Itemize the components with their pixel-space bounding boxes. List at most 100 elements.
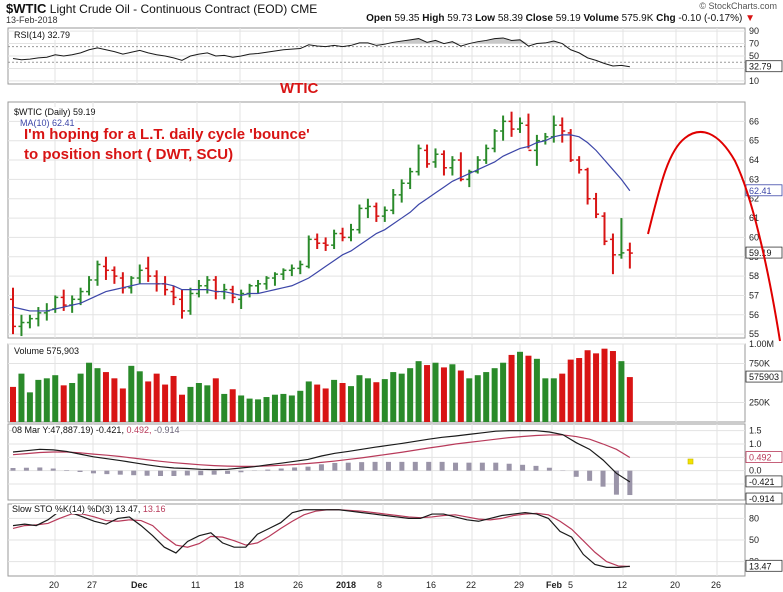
ma-legend-label: MA(10) 62.41 bbox=[20, 118, 75, 128]
volume-bar bbox=[424, 365, 431, 422]
price-bar bbox=[457, 152, 464, 182]
volume-bar bbox=[26, 392, 33, 422]
price-bar bbox=[508, 111, 515, 137]
volume-bar bbox=[356, 375, 363, 422]
marker-square bbox=[687, 458, 694, 465]
macd-hist-bar bbox=[225, 470, 231, 474]
sto-xtick-9: 22 bbox=[466, 580, 476, 590]
exchange: CME bbox=[290, 2, 318, 16]
price-bar bbox=[390, 189, 397, 215]
volume-bar bbox=[43, 378, 50, 422]
macd-hist-bar bbox=[506, 463, 512, 471]
macd-hist-bar bbox=[50, 468, 56, 471]
volume-bar bbox=[474, 375, 481, 422]
volume-bar bbox=[373, 382, 380, 422]
price-bar bbox=[348, 223, 354, 242]
price-ytick-11: 66 bbox=[749, 116, 759, 126]
macd-hist-bar bbox=[144, 470, 150, 476]
sto-xtick-12: 5 bbox=[568, 580, 573, 590]
volume-bar bbox=[500, 362, 507, 422]
price-bar bbox=[204, 276, 211, 294]
macd-hist-bar bbox=[23, 467, 29, 471]
volume-bar bbox=[508, 354, 515, 422]
volume-bar bbox=[94, 368, 101, 422]
volume-bar bbox=[86, 362, 93, 422]
price-bar bbox=[322, 237, 329, 251]
volume-bar bbox=[483, 372, 490, 422]
volume-bar bbox=[238, 395, 245, 422]
macd-hist-bar bbox=[546, 467, 552, 471]
sto-d-line bbox=[12, 509, 630, 568]
macd-signal-last: 0.492 bbox=[749, 453, 772, 463]
price-bar bbox=[609, 233, 616, 275]
volume-bar bbox=[550, 378, 557, 422]
macd-hist-bar bbox=[265, 469, 271, 471]
volume-bar bbox=[415, 361, 422, 422]
volume-bar bbox=[221, 393, 228, 422]
macd-prefix: 08 Mar Y:47,887.19) bbox=[12, 425, 94, 435]
price-bar bbox=[483, 144, 490, 164]
volume-bar bbox=[111, 378, 118, 422]
price-bar bbox=[331, 229, 338, 250]
price-bar bbox=[525, 113, 532, 152]
ma-last-value: 62.41 bbox=[749, 186, 772, 196]
sto-xtick-2: Dec bbox=[131, 580, 148, 590]
volume-bar bbox=[390, 372, 397, 422]
volume-bar bbox=[593, 353, 600, 422]
macd-signal-last-box bbox=[745, 451, 783, 463]
volume-bar bbox=[440, 367, 447, 422]
annotation-line-1: I'm hoping for a L.T. daily cycle 'bounc… bbox=[24, 126, 310, 143]
chart-date: 13-Feb-2018 bbox=[6, 15, 58, 25]
macd-hist-bar bbox=[613, 470, 619, 495]
macd-last: -0.421 bbox=[749, 477, 775, 487]
volume-bar bbox=[559, 373, 566, 422]
macd-hist-bar bbox=[479, 462, 485, 471]
macd-hist-bar bbox=[600, 470, 606, 487]
macd-hist-bar bbox=[104, 470, 110, 475]
price-ytick-10: 65 bbox=[749, 136, 759, 146]
volume-bar bbox=[162, 384, 169, 422]
volume-bar bbox=[525, 355, 532, 422]
chart-canvas: 103050709032.795556575859606162636465666… bbox=[7, 26, 783, 590]
macd-hist-bar bbox=[493, 462, 499, 471]
macd-hist-bar bbox=[426, 461, 432, 471]
price-bar bbox=[305, 235, 312, 269]
volume-bar bbox=[609, 351, 616, 422]
rsi-ytick-0: 10 bbox=[749, 76, 759, 86]
price-bar bbox=[533, 134, 540, 166]
volume-bar bbox=[533, 358, 540, 422]
macd-hist-bar bbox=[292, 467, 298, 471]
sto-xtick-5: 26 bbox=[293, 580, 303, 590]
price-ytick-2: 57 bbox=[749, 290, 759, 300]
price-bar bbox=[170, 285, 177, 306]
sto-xtick-8: 16 bbox=[426, 580, 436, 590]
price-bar bbox=[576, 156, 583, 174]
price-bar bbox=[364, 198, 371, 219]
sto-prefix: Slow STO %K(14) %D(3) bbox=[12, 504, 113, 514]
macd-hist-bar bbox=[184, 470, 190, 476]
price-bar bbox=[94, 260, 101, 286]
sto-xtick-4: 18 bbox=[234, 580, 244, 590]
macd-ytick-3: 0.0 bbox=[749, 466, 762, 476]
rsi-last-value: 32.79 bbox=[749, 62, 772, 72]
price-ytick-7: 62 bbox=[749, 194, 759, 204]
macd-hist-bar bbox=[385, 461, 391, 471]
rsi-ytick-3: 70 bbox=[749, 39, 759, 49]
sto-panel-label: Slow STO %K(14) %D(3) 13.47, 13.16 bbox=[12, 504, 166, 514]
macd-hist-bar bbox=[359, 462, 365, 471]
sto-xtick-0: 20 bbox=[49, 580, 59, 590]
volume-ytick-1: 750K bbox=[749, 359, 770, 369]
volume-bar bbox=[69, 383, 76, 422]
volume-bar bbox=[449, 364, 456, 422]
rsi-overbought-fill bbox=[13, 37, 630, 44]
price-bar bbox=[339, 227, 346, 242]
price-last-value: 59.19 bbox=[749, 248, 772, 258]
sto-xtick-1: 27 bbox=[87, 580, 97, 590]
sto-xtick-7: 8 bbox=[377, 580, 382, 590]
macd-hist-last-box bbox=[745, 492, 783, 505]
brand-watermark: © StockCharts.com bbox=[699, 1, 777, 11]
price-bar bbox=[601, 212, 608, 246]
price-bar bbox=[271, 272, 278, 286]
price-bar bbox=[238, 289, 245, 309]
volume-bar bbox=[35, 379, 42, 422]
